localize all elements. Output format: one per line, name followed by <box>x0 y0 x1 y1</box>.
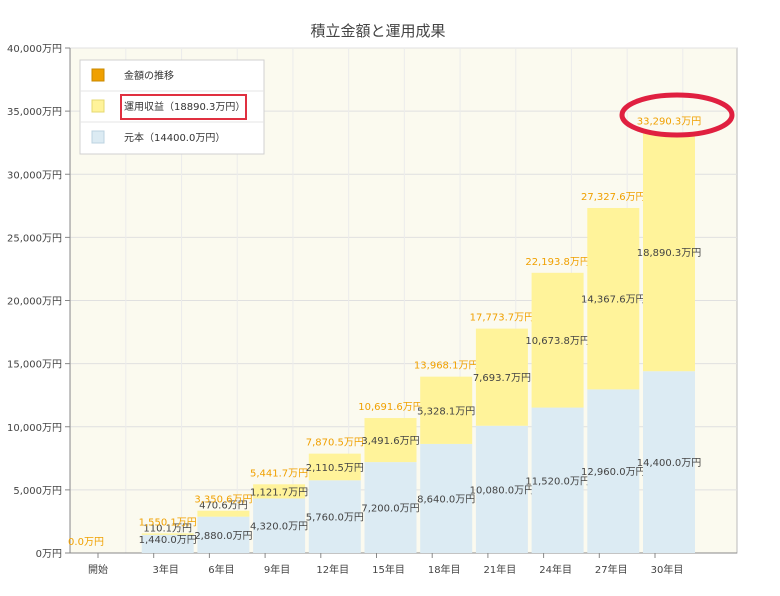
y-tick-label: 25,000万円 <box>7 233 62 244</box>
x-tick-label: 6年目 <box>208 563 234 576</box>
bar-principal <box>141 534 194 553</box>
total-data-label: 3,350.6万円 <box>194 495 252 506</box>
total-data-label: 10,691.6万円 <box>358 402 423 413</box>
chart-title: 積立金額と運用成果 <box>310 22 445 40</box>
total-data-label: 22,193.8万円 <box>525 257 590 268</box>
x-tick-label: 9年目 <box>264 563 290 576</box>
total-data-label: 7,870.5万円 <box>306 438 364 449</box>
bar-gains <box>364 418 417 463</box>
x-tick-label: 15年目 <box>372 563 405 576</box>
legend-swatch <box>91 99 105 113</box>
legend-label: 元本（14400.0万円） <box>124 131 225 144</box>
bar-principal <box>587 389 640 553</box>
bar-gains <box>643 132 695 372</box>
total-data-label: 33,290.3万円 <box>637 117 702 128</box>
principal-data-label: 14,400.0万円 <box>637 458 702 469</box>
y-tick-label: 20,000万円 <box>7 297 62 308</box>
x-tick-label: 27年目 <box>595 563 628 576</box>
bar-principal <box>643 371 695 553</box>
bar-principal <box>531 407 584 553</box>
principal-data-label: 10,080.0万円 <box>470 485 535 496</box>
y-tick-label: 30,000万円 <box>7 170 62 181</box>
bar-principal <box>420 443 473 553</box>
principal-data-label: 7,200.0万円 <box>361 504 419 515</box>
bar-principal <box>364 462 417 553</box>
bar-principal <box>197 516 250 553</box>
bar-principal <box>475 425 528 553</box>
y-tick-label: 10,000万円 <box>7 423 62 434</box>
total-data-label: 13,968.1万円 <box>414 361 479 372</box>
gains-data-label: 5,328.1万円 <box>417 406 475 417</box>
total-data-label: 1,550.1万円 <box>139 517 197 528</box>
y-tick-label: 0万円 <box>36 549 62 560</box>
gains-data-label: 110.1万円 <box>143 523 192 534</box>
legend-label: 金額の推移 <box>124 69 174 82</box>
highlight-legend-box <box>120 94 247 120</box>
y-tick-label: 40,000万円 <box>7 44 62 55</box>
bar-gains <box>308 453 361 481</box>
gains-data-label: 14,367.6万円 <box>581 295 646 306</box>
gains-data-label: 3,491.6万円 <box>361 436 419 447</box>
gains-data-label: 1,121.7万円 <box>250 487 308 498</box>
gains-data-label: 10,673.8万円 <box>525 336 590 347</box>
bar-gains <box>531 272 584 408</box>
bar-gains <box>475 328 528 426</box>
bar-gains <box>587 207 640 390</box>
plot-area: 0万円 5,000万円 10,000万円 15,000万円 20,000万円 25,000… <box>7 44 738 576</box>
gains-data-label: 470.6万円 <box>199 501 248 512</box>
y-tick-label: 35,000万円 <box>7 107 62 118</box>
total-data-label: 17,773.7万円 <box>470 313 535 324</box>
principal-data-label: 11,520.0万円 <box>525 476 590 487</box>
total-data-label: 27,327.6万円 <box>581 192 646 203</box>
x-tick-label: 3年目 <box>153 563 179 576</box>
legend-box <box>79 59 265 155</box>
x-tick-label: 18年目 <box>428 563 461 576</box>
y-tick-label: 15,000万円 <box>7 360 62 371</box>
principal-data-label: 1,440.0万円 <box>139 535 197 546</box>
legend-label: 運用収益（18890.3万円） <box>124 100 245 113</box>
y-tick-label: 5,000万円 <box>13 486 62 497</box>
x-tick-label: 24年目 <box>539 563 572 576</box>
principal-data-label: 5,760.0万円 <box>306 513 364 524</box>
principal-data-label: 12,960.0万円 <box>581 467 646 478</box>
gains-data-label: 7,693.7万円 <box>473 373 531 384</box>
principal-data-label: 2,880.0万円 <box>194 531 252 542</box>
bar-gains <box>197 510 250 517</box>
bar-gains <box>420 376 473 444</box>
principal-data-label: 8,640.0万円 <box>417 494 475 505</box>
gains-data-label: 18,890.3万円 <box>637 248 702 259</box>
x-tick-label: 30年目 <box>651 563 684 576</box>
bar-principal <box>308 480 361 553</box>
bar-gains <box>141 533 194 535</box>
x-tick-label: 12年目 <box>316 563 349 576</box>
highlight-ellipse <box>619 92 735 138</box>
legend-swatch <box>91 130 105 144</box>
x-tick-label: 21年目 <box>484 563 517 576</box>
total-data-label: 5,441.7万円 <box>250 468 308 479</box>
bar-gains <box>253 484 306 499</box>
gains-data-label: 2,110.5万円 <box>306 463 364 474</box>
x-tick-label: 開始 <box>88 563 108 576</box>
principal-data-label: 4,320.0万円 <box>250 522 308 533</box>
total-data-label: 0.0万円 <box>68 537 104 548</box>
legend-swatch <box>91 68 105 82</box>
bar-principal <box>253 498 306 553</box>
